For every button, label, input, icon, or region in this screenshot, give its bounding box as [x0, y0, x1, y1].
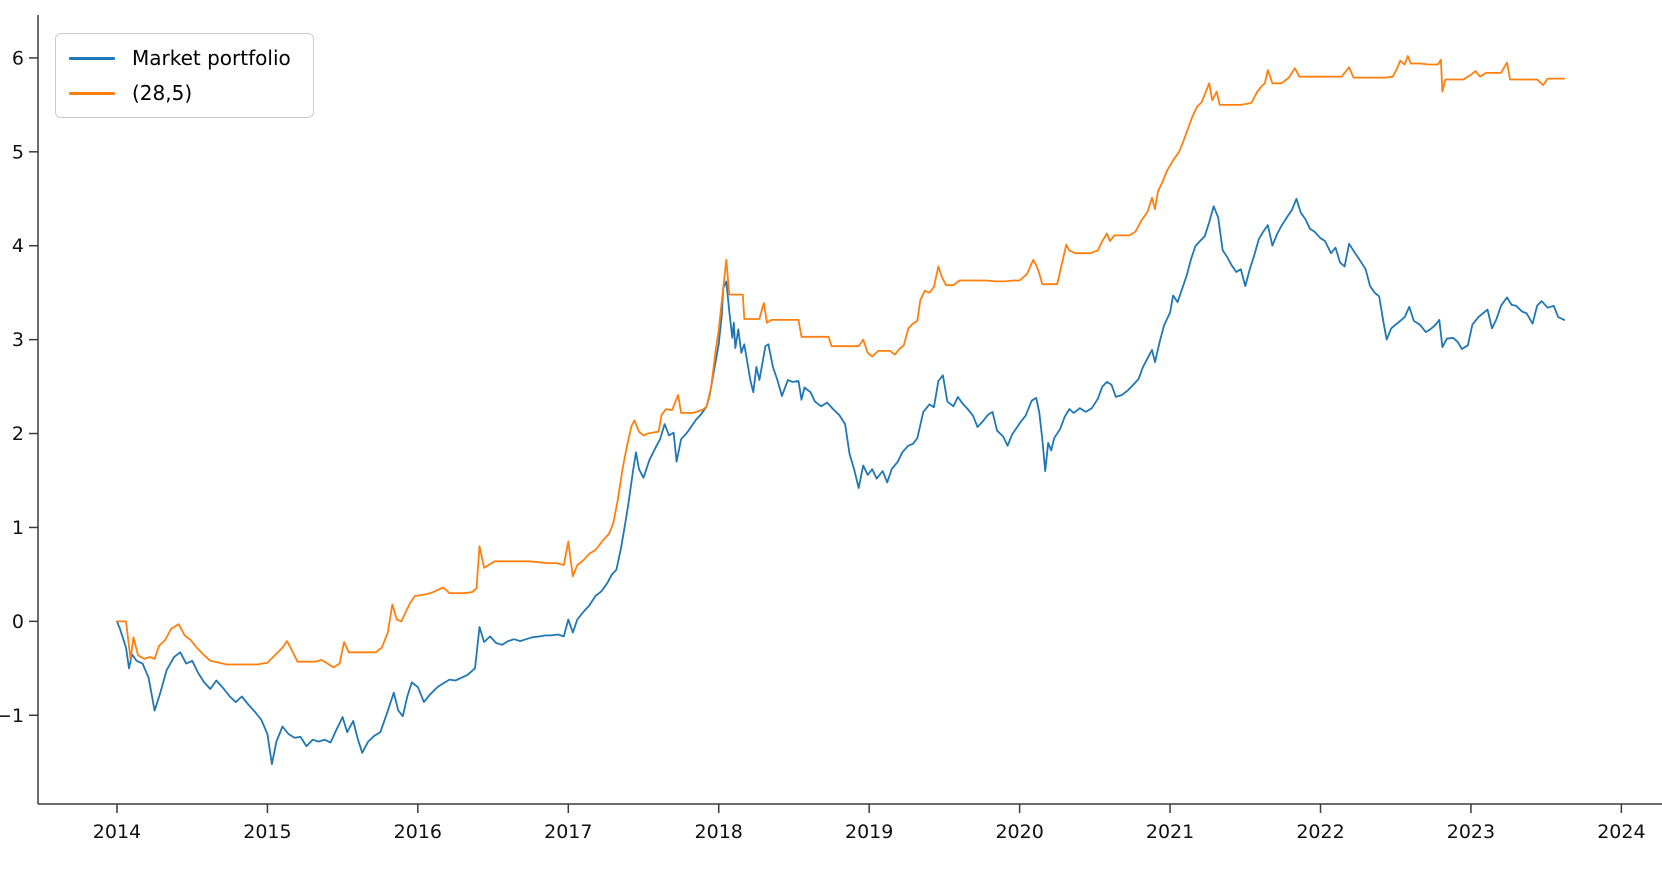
- y-tick-label: 1: [12, 517, 24, 539]
- legend-line-sample-market-portfolio: [69, 56, 115, 60]
- x-tick-label: 2014: [93, 821, 141, 843]
- y-tick-label: 2: [12, 423, 24, 445]
- legend: Market portfolio (28,5): [55, 33, 314, 118]
- series-line-strategy-28-5: [116, 55, 1566, 669]
- x-tick-label: 2024: [1597, 821, 1645, 843]
- x-tick-label: 2018: [695, 821, 743, 843]
- legend-entry-strategy-28-5: (28,5): [69, 80, 291, 106]
- x-tick-label: 2023: [1447, 821, 1495, 843]
- x-tick-label: 2015: [243, 821, 291, 843]
- x-tick-label: 2022: [1296, 821, 1344, 843]
- x-tick-label: 2020: [995, 821, 1043, 843]
- legend-entry-market-portfolio: Market portfolio: [69, 45, 291, 71]
- y-tick-label: 3: [12, 329, 24, 351]
- y-tick-label: 5: [12, 141, 24, 163]
- x-tick-label: 2017: [544, 821, 592, 843]
- y-tick-label: 0: [12, 611, 24, 633]
- legend-line-sample-strategy-28-5: [69, 91, 115, 95]
- x-tick-label: 2016: [394, 821, 442, 843]
- legend-label-market-portfolio: Market portfolio: [132, 46, 291, 70]
- y-tick-label: 4: [12, 235, 24, 257]
- x-tick-label: 2019: [845, 821, 893, 843]
- y-tick-label: −1: [0, 705, 24, 727]
- y-tick-label: 6: [12, 47, 24, 69]
- x-tick-label: 2021: [1146, 821, 1194, 843]
- series-line-market-portfolio: [116, 197, 1566, 765]
- legend-label-strategy-28-5: (28,5): [132, 81, 193, 105]
